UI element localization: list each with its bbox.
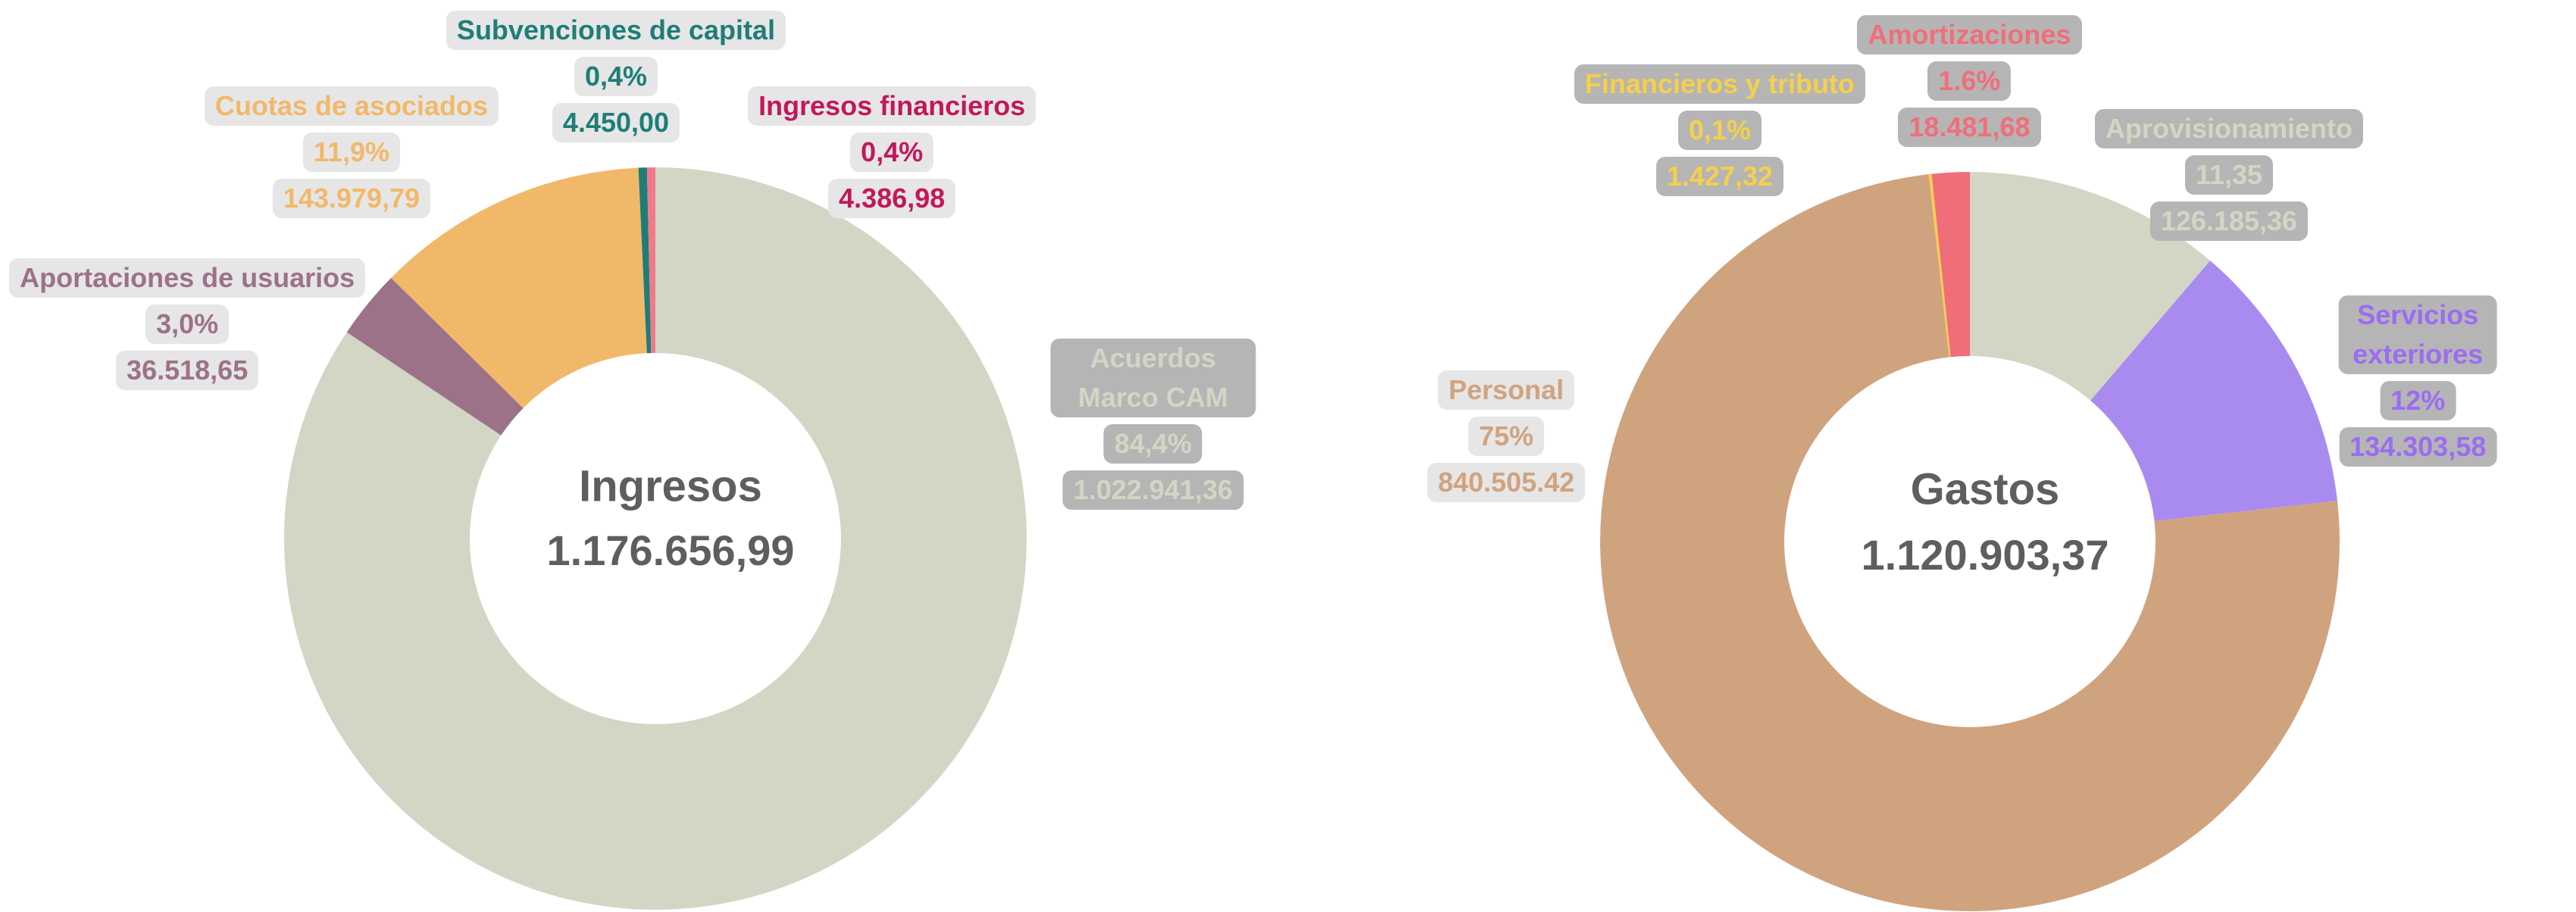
slice-label: Acuerdos Marco CAM 84,4% 1.022.941,36 <box>1050 339 1255 514</box>
slice-value: 1.427,32 <box>1656 157 1784 196</box>
slice-percent: 1.6% <box>1927 61 2011 101</box>
slice-percent: 3,0% <box>145 305 229 344</box>
slice-value: 143.979,79 <box>273 179 430 218</box>
slice-value: 4.386,98 <box>828 179 955 218</box>
slice-percent: 75% <box>1468 417 1544 456</box>
slice-name: Subvenciones de capital <box>446 11 786 50</box>
center-total: 1.120.903,37 <box>1862 531 2109 579</box>
slice-name: Personal <box>1438 370 1574 410</box>
slice-label: Subvenciones de capital 0,4% 4.450,00 <box>446 8 786 147</box>
slice-value: 36.518,65 <box>116 351 258 390</box>
slice-percent: 11,35 <box>2185 155 2273 195</box>
slice-name: Acuerdos Marco CAM <box>1050 339 1255 417</box>
slice-percent: 11,9% <box>303 133 400 172</box>
slice-name: Aportaciones de usuarios <box>9 258 365 298</box>
slice-percent: 0,1% <box>1678 111 1762 150</box>
slice-label: Amortizaciones 1.6% 18.481,68 <box>1857 13 2081 151</box>
slice-percent: 12% <box>2380 381 2456 420</box>
slice-label: Servicios exteriores 12% 134.303,58 <box>2339 295 2497 471</box>
slice-label: Aprovisionamiento 11,35 126.185,36 <box>2095 107 2363 245</box>
slice-value: 126.185,36 <box>2150 201 2308 241</box>
page: Ingresos 1.176.656,99 Gastos 1.120.903,37 A… <box>0 0 2576 912</box>
slice-value: 18.481,68 <box>1898 108 2040 147</box>
slice-label: Financieros y tributo 0,1% 1.427,32 <box>1574 62 1865 201</box>
slice-percent: 0,4% <box>850 133 933 172</box>
slice-label: Personal 75% 840.505.42 <box>1427 368 1585 507</box>
slice-value: 840.505.42 <box>1427 463 1585 502</box>
slice-value: 134.303,58 <box>2339 427 2496 467</box>
center-title: Gastos <box>1911 464 2060 514</box>
center-total: 1.176.656,99 <box>547 526 795 574</box>
slice-label: Ingresos financieros 0,4% 4.386,98 <box>748 84 1036 223</box>
slice-name: Ingresos financieros <box>748 86 1036 126</box>
slice-name: Amortizaciones <box>1857 15 2081 55</box>
slice-percent: 84,4% <box>1104 424 1202 464</box>
slice-value: 1.022.941,36 <box>1063 470 1243 510</box>
slice-name: Aprovisionamiento <box>2095 109 2363 148</box>
center-title: Ingresos <box>579 461 762 511</box>
slice-percent: 0,4% <box>574 57 658 96</box>
slice-name: Financieros y tributo <box>1574 64 1865 104</box>
slice-name: Servicios exteriores <box>2339 295 2497 374</box>
slice-value: 4.450,00 <box>552 103 680 142</box>
slice-label: Aportaciones de usuarios 3,0% 36.518,65 <box>9 256 365 395</box>
